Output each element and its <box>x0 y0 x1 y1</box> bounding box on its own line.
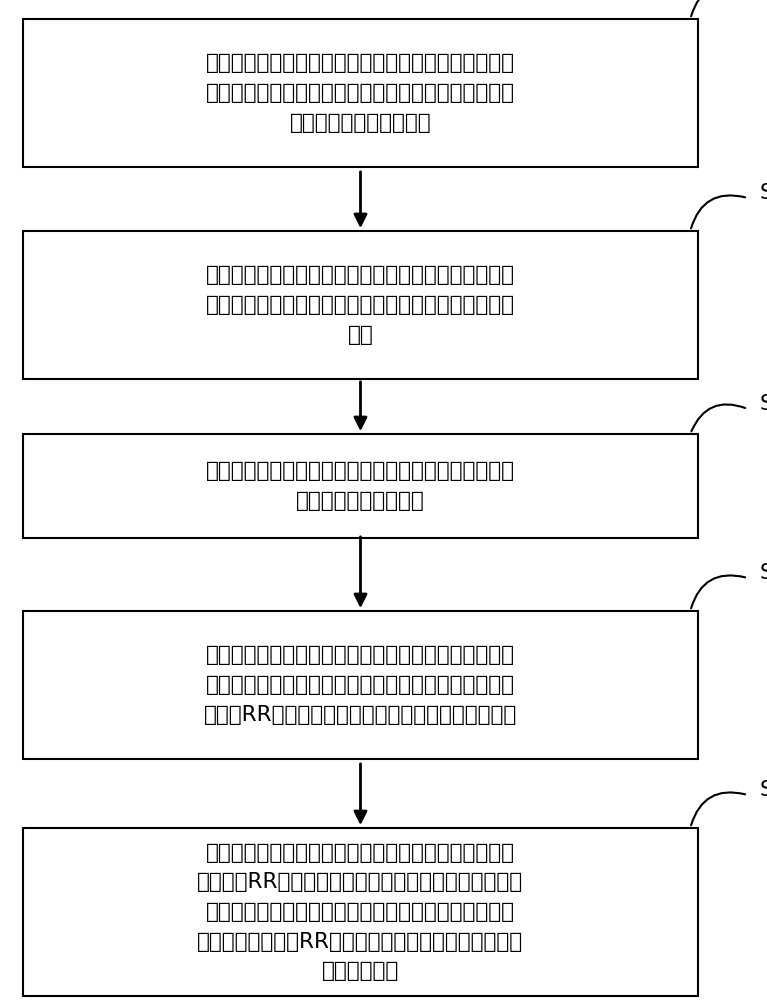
Text: 读取原始心电波形数据，原始心电波形数据是按照预设
采样频率对一段原始心电信号进行采样得到的多个信号
幅值构成的信号幅值序列: 读取原始心电波形数据，原始心电波形数据是按照预设 采样频率对一段原始心电信号进行… <box>206 53 515 133</box>
Text: 剔除预处理后的心电波形数据的异常心电波形数据，得
到较正常心电波形数据: 剔除预处理后的心电波形数据的异常心电波形数据，得 到较正常心电波形数据 <box>206 461 515 511</box>
Bar <box>23 434 698 538</box>
Text: 计算心电模板数据的残差能量，以及较正常心电波形数
据中各个RR间期对应的心电波形数据的残差能量，将较
正常心电波形数据中残差能量大于心电模板数据的残差
能量的预: 计算心电模板数据的残差能量，以及较正常心电波形数 据中各个RR间期对应的心电波形… <box>197 843 524 981</box>
Text: 获取较正常心电波形数据中的一段连续低误差心电波形
对应的数据，从该连续低误差心电波形对应的数据中提
取一个RR间期对应的心电波形数据作为心电模板数据: 获取较正常心电波形数据中的一段连续低误差心电波形 对应的数据，从该连续低误差心电… <box>204 645 517 725</box>
Bar <box>23 231 698 379</box>
Bar <box>23 611 698 759</box>
Text: S110: S110 <box>759 780 767 800</box>
Text: S106: S106 <box>759 394 767 414</box>
Bar <box>23 828 698 996</box>
Text: 对原始心电波形数据进行预处理以过滤原始心电波形数
据中的基线漂移和高频噪声，得到预处理后的心电波形
数据: 对原始心电波形数据进行预处理以过滤原始心电波形数 据中的基线漂移和高频噪声，得到… <box>206 265 515 345</box>
Bar <box>23 19 698 167</box>
Text: S108: S108 <box>759 563 767 583</box>
Text: S104: S104 <box>759 183 767 203</box>
